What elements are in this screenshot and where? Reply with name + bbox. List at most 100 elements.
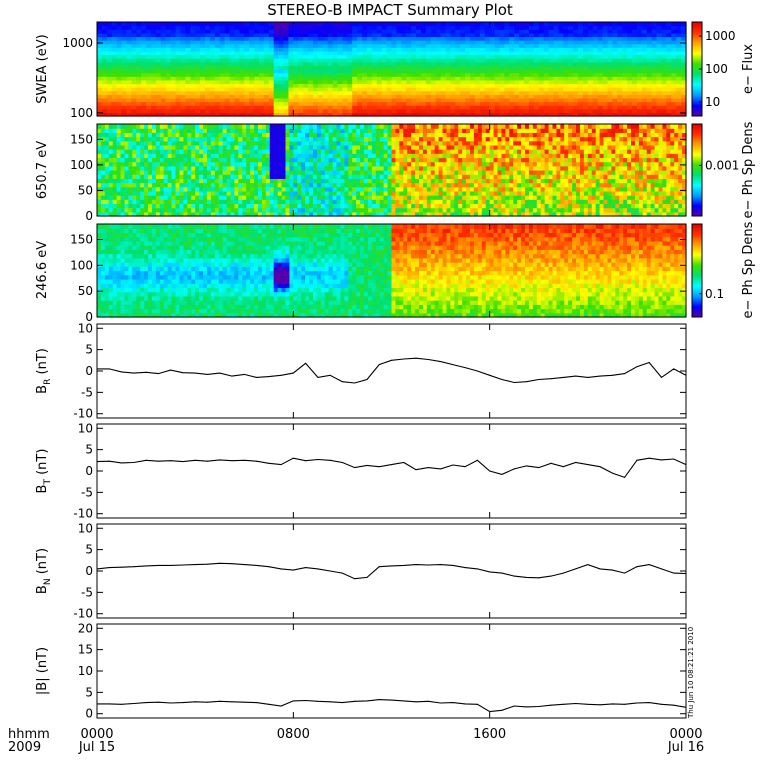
- swea-pixel: [632, 54, 638, 59]
- pad650-pixel: [218, 178, 224, 184]
- swea-pixel: [568, 32, 574, 38]
- pad650-pixel: [151, 211, 157, 217]
- pad650-pixel: [305, 195, 310, 200]
- pad650-pixel: [367, 128, 373, 133]
- swea-pixel: [602, 61, 609, 66]
- swea-pixel: [376, 61, 383, 66]
- swea-pixel: [303, 29, 309, 34]
- swea-pixel: [146, 25, 152, 30]
- swea-pixel: [641, 97, 648, 103]
- pad650-pixel: [132, 199, 137, 205]
- swea-pixel: [627, 87, 633, 92]
- swea-pixel: [573, 76, 579, 81]
- pad650-pixel: [312, 211, 318, 217]
- swea-pixel: [239, 76, 245, 81]
- swea-pixel: [474, 101, 481, 106]
- swea-pixel: [489, 54, 496, 59]
- swea-pixel: [204, 61, 211, 66]
- pad650-pixel: [281, 203, 287, 209]
- pad650-pixel: [238, 157, 243, 163]
- pad650-pixel: [387, 149, 393, 154]
- swea-pixel: [499, 43, 505, 48]
- swea-pixel: [195, 54, 201, 59]
- pad650-pixel: [375, 165, 381, 171]
- swea-pixel: [425, 105, 432, 110]
- swea-pixel: [317, 25, 324, 30]
- swea-pixel: [494, 47, 501, 52]
- swea-pixel: [195, 25, 201, 30]
- swea-pixel: [455, 112, 461, 117]
- swea-pixel: [420, 47, 427, 52]
- swea-pixel: [509, 50, 515, 56]
- pad650-pixel: [415, 178, 420, 184]
- swea-pixel: [283, 47, 290, 52]
- swea-pixel: [396, 65, 402, 70]
- swea-pixel: [661, 61, 667, 66]
- swea-pixel: [121, 40, 128, 45]
- pad650-pixel: [379, 207, 385, 213]
- pad650-pixel: [336, 161, 342, 167]
- swea-pixel: [528, 54, 535, 59]
- swea-pixel: [641, 58, 648, 63]
- pad650-pixel: [415, 136, 420, 142]
- swea-pixel: [568, 69, 574, 74]
- swea-pixel: [288, 50, 294, 56]
- swea-pixel: [681, 112, 687, 117]
- swea-pixel: [416, 22, 422, 27]
- swea-pixel: [190, 90, 196, 95]
- swea-pixel: [312, 50, 319, 56]
- swea-pixel: [97, 58, 103, 63]
- swea-pixel: [401, 76, 407, 81]
- swea-pixel: [322, 76, 329, 81]
- swea-pixel: [366, 32, 373, 38]
- pad650-pixel: [411, 174, 416, 179]
- pad650-pixel: [328, 144, 334, 150]
- swea-pixel: [641, 22, 648, 27]
- swea-pixel: [337, 105, 344, 110]
- swea-pixel: [293, 72, 299, 77]
- swea-pixel: [470, 87, 476, 92]
- pad650-pixel: [407, 144, 412, 150]
- pad650-pixel: [203, 211, 208, 217]
- swea-pixel: [258, 79, 265, 85]
- swea-pixel: [268, 79, 275, 85]
- pad650-pixel: [281, 140, 287, 146]
- pad650-pixel: [356, 186, 361, 192]
- pad650-pixel: [179, 174, 184, 179]
- swea-pixel: [239, 90, 245, 95]
- swea-pixel: [111, 94, 118, 99]
- swea-pixel: [170, 105, 177, 110]
- swea-pixel: [381, 101, 388, 106]
- pad650-pixel: [383, 140, 389, 146]
- swea-pixel: [357, 72, 363, 77]
- swea-pixel: [165, 54, 172, 59]
- swea-pixel: [494, 32, 501, 38]
- pad650-pixel: [344, 132, 349, 138]
- pad650-pixel: [100, 144, 106, 150]
- swea-pixel: [366, 94, 373, 99]
- pad650-pixel: [316, 174, 322, 179]
- pad650-pixel: [375, 124, 381, 129]
- swea-pixel: [381, 50, 388, 56]
- pad650-pixel: [289, 190, 294, 196]
- swea-pixel: [317, 76, 324, 81]
- swea-pixel: [244, 101, 250, 106]
- pad650-pixel: [191, 203, 196, 209]
- pad650-pixel: [120, 195, 126, 200]
- swea-pixel: [175, 65, 182, 70]
- swea-pixel: [445, 69, 451, 74]
- swea-pixel: [219, 40, 226, 45]
- swea-pixel: [450, 87, 456, 92]
- pad650-pixel: [418, 165, 424, 171]
- pad650-pixel: [387, 182, 393, 188]
- pad650-pixel: [214, 136, 220, 142]
- swea-pixel: [622, 36, 628, 41]
- pad650-pixel: [128, 195, 133, 200]
- swea-pixel: [352, 25, 358, 30]
- pad650-pixel: [238, 165, 243, 171]
- swea-pixel: [509, 72, 515, 77]
- pad650-pixel: [183, 128, 188, 133]
- swea-pixel: [666, 58, 672, 63]
- swea-pixel: [465, 76, 471, 81]
- swea-pixel: [317, 58, 324, 63]
